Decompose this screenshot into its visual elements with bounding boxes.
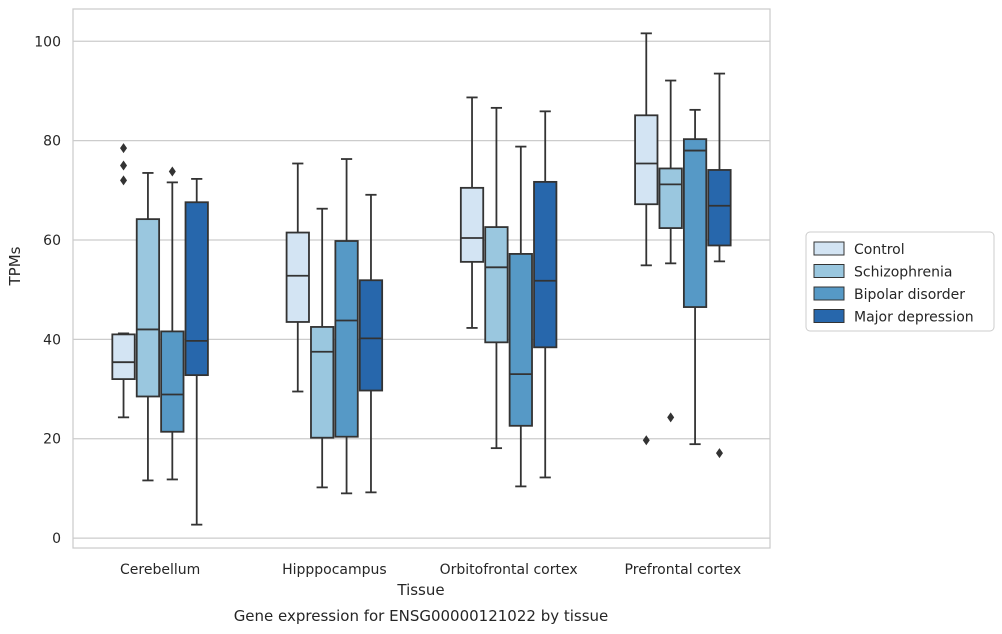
legend-label: Schizophrenia [854,265,952,281]
legend-label: Major depression [854,310,974,326]
box-body [658,167,683,229]
chart-caption: Gene expression for ENSG00000121022 by t… [234,607,609,625]
box-schizophrenia-cerebellum [135,172,161,482]
y-tick-label: 20 [43,432,61,448]
boxes [111,32,732,526]
box-body [334,240,359,438]
box-body [484,226,509,344]
y-tick-label: 0 [52,531,61,547]
x-tick-label: Prefrontal cortex [625,562,742,578]
outlier-point [667,412,675,423]
legend-swatch [813,264,845,278]
box-body [160,330,185,433]
box-schizophrenia-orbitofrontal-cortex [484,106,509,450]
x-tick-label: Orbitofrontal cortex [440,562,578,578]
legend-swatch [813,241,845,256]
gridlines [73,40,770,539]
y-tick-label: 40 [43,332,61,348]
box-body [682,138,708,308]
box-control-prefrontal-cortex [634,32,659,446]
x-tick-label: Cerebellum [120,562,200,578]
box-body [285,231,310,323]
box-bipolar-disorder-orbitofrontal-cortex [508,145,533,488]
box-body [310,326,335,439]
box-body [707,169,732,247]
box-control-orbitofrontal-cortex [459,96,485,329]
y-axis-ticks: 0 20 40 60 80 100 [34,34,61,547]
legend-label: Bipolar disorder [854,287,965,303]
y-axis-label: TPMs [6,246,24,286]
plot-frame [72,8,771,549]
outlier-point [120,143,128,154]
box-control-cerebellum [111,143,136,419]
outlier-point [120,175,128,186]
legend-swatch [813,309,845,323]
outlier-point [120,160,128,171]
y-tick-label: 100 [34,34,61,50]
box-bipolar-disorder-prefrontal-cortex [682,108,708,446]
x-tick-label: Hipppocampus [282,562,387,578]
legend: Control Schizophrenia Bipolar disorder Majo… [805,231,995,332]
y-tick-label: 60 [43,233,61,249]
box-major-depression-hipppocampus [358,193,384,494]
box-major-depression-orbitofrontal-cortex [533,110,558,479]
box-bipolar-disorder-cerebellum [160,166,185,481]
box-schizophrenia-hipppocampus [310,207,335,489]
box-body [533,180,558,349]
box-body [634,114,659,206]
legend-label: Control [854,242,905,258]
legend-swatch [813,286,845,301]
x-axis-ticks: Cerebellum Hipppocampus Orbitofrontal cort… [120,562,741,578]
outlier-point [168,166,176,177]
outlier-point [642,435,650,446]
box-bipolar-disorder-hipppocampus [334,158,359,495]
x-axis-label: Tissue [396,581,444,599]
box-body [358,279,384,392]
box-major-depression-cerebellum [184,177,209,526]
box-schizophrenia-prefrontal-cortex [658,79,683,423]
box-body [508,253,533,427]
outlier-point [715,448,723,459]
box-body [111,333,136,380]
legend-frame [805,231,995,332]
box-body [135,218,161,398]
box-control-hipppocampus [285,162,310,393]
box-body [459,186,485,263]
box-major-depression-prefrontal-cortex [707,72,732,459]
y-tick-label: 80 [43,134,61,150]
box-body [184,201,209,377]
